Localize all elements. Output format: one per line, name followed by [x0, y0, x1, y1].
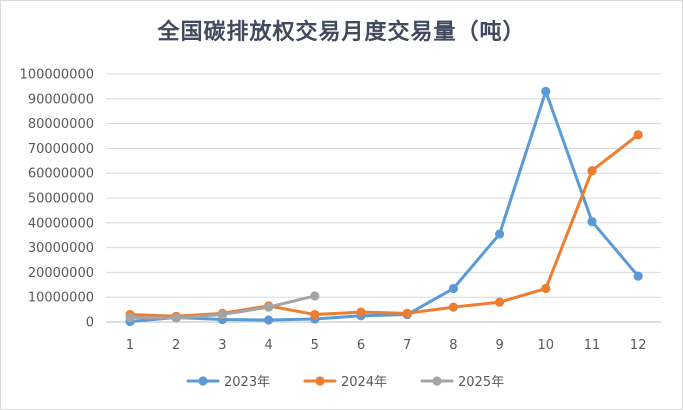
y-tick-label: 70000000 — [28, 142, 94, 157]
y-tick-label: 20000000 — [28, 266, 94, 281]
data-point — [541, 283, 551, 294]
data-point — [587, 216, 597, 227]
x-tick-label: 2 — [172, 338, 180, 353]
y-tick-label: 40000000 — [28, 216, 94, 231]
y-axis: 0 10000000 20000000 30000000 40000000 5000000… — [20, 68, 94, 331]
series-2025年 — [125, 291, 320, 323]
data-point — [171, 313, 181, 323]
x-tick-label: 5 — [311, 338, 319, 353]
x-tick-label: 6 — [357, 338, 365, 353]
legend-item: 2024年 — [303, 375, 387, 390]
y-tick-label: 60000000 — [28, 167, 94, 182]
series — [125, 86, 643, 327]
legend-label: 2023年 — [224, 375, 270, 390]
data-point — [448, 302, 458, 312]
y-tick-label: 80000000 — [28, 117, 94, 132]
x-tick-label: 12 — [630, 338, 647, 353]
legend-label: 2024年 — [341, 375, 387, 390]
chart-title: 全国碳排放权交易月度交易量（吨） — [157, 20, 526, 45]
legend-marker — [198, 376, 208, 386]
series-line — [128, 89, 640, 323]
x-tick-label: 4 — [264, 338, 272, 353]
legend-label: 2025年 — [458, 375, 504, 390]
data-point — [356, 307, 366, 317]
legend-item: 2025年 — [420, 375, 504, 390]
data-point — [310, 309, 320, 320]
y-tick-label: 30000000 — [28, 241, 94, 256]
gridlines — [106, 73, 661, 323]
data-point — [541, 86, 551, 96]
x-tick-label: 10 — [538, 338, 555, 353]
data-point — [495, 229, 505, 239]
data-point — [402, 308, 412, 318]
series-line — [128, 133, 640, 318]
x-tick-label: 1 — [126, 338, 134, 353]
legend: 2023年 2024年 2025年 — [186, 375, 504, 390]
y-tick-label: 50000000 — [28, 192, 94, 207]
series-2024年 — [125, 130, 643, 321]
y-tick-label: 10000000 — [28, 291, 94, 306]
x-tick-label: 8 — [449, 338, 457, 353]
x-axis: 1 2 3 4 5 6 7 8 9 10 11 12 — [126, 338, 647, 353]
data-point — [587, 166, 597, 176]
data-point — [264, 302, 274, 312]
data-point — [633, 130, 643, 140]
legend-marker — [315, 376, 325, 386]
series-2023年 — [125, 86, 643, 327]
data-point — [310, 291, 320, 301]
y-tick-label: 0 — [86, 316, 94, 331]
data-point — [633, 271, 643, 281]
x-tick-label: 7 — [403, 338, 411, 353]
x-tick-label: 3 — [218, 338, 226, 353]
y-tick-label: 90000000 — [28, 92, 94, 107]
x-tick-label: 11 — [584, 338, 601, 353]
data-point — [495, 297, 505, 307]
legend-item: 2023年 — [186, 375, 270, 390]
legend-marker — [432, 376, 442, 386]
data-point — [125, 312, 135, 323]
data-point — [217, 309, 227, 320]
data-point — [264, 315, 274, 325]
y-tick-label: 100000000 — [20, 68, 94, 83]
data-point — [448, 283, 458, 294]
x-tick-label: 9 — [495, 338, 503, 353]
